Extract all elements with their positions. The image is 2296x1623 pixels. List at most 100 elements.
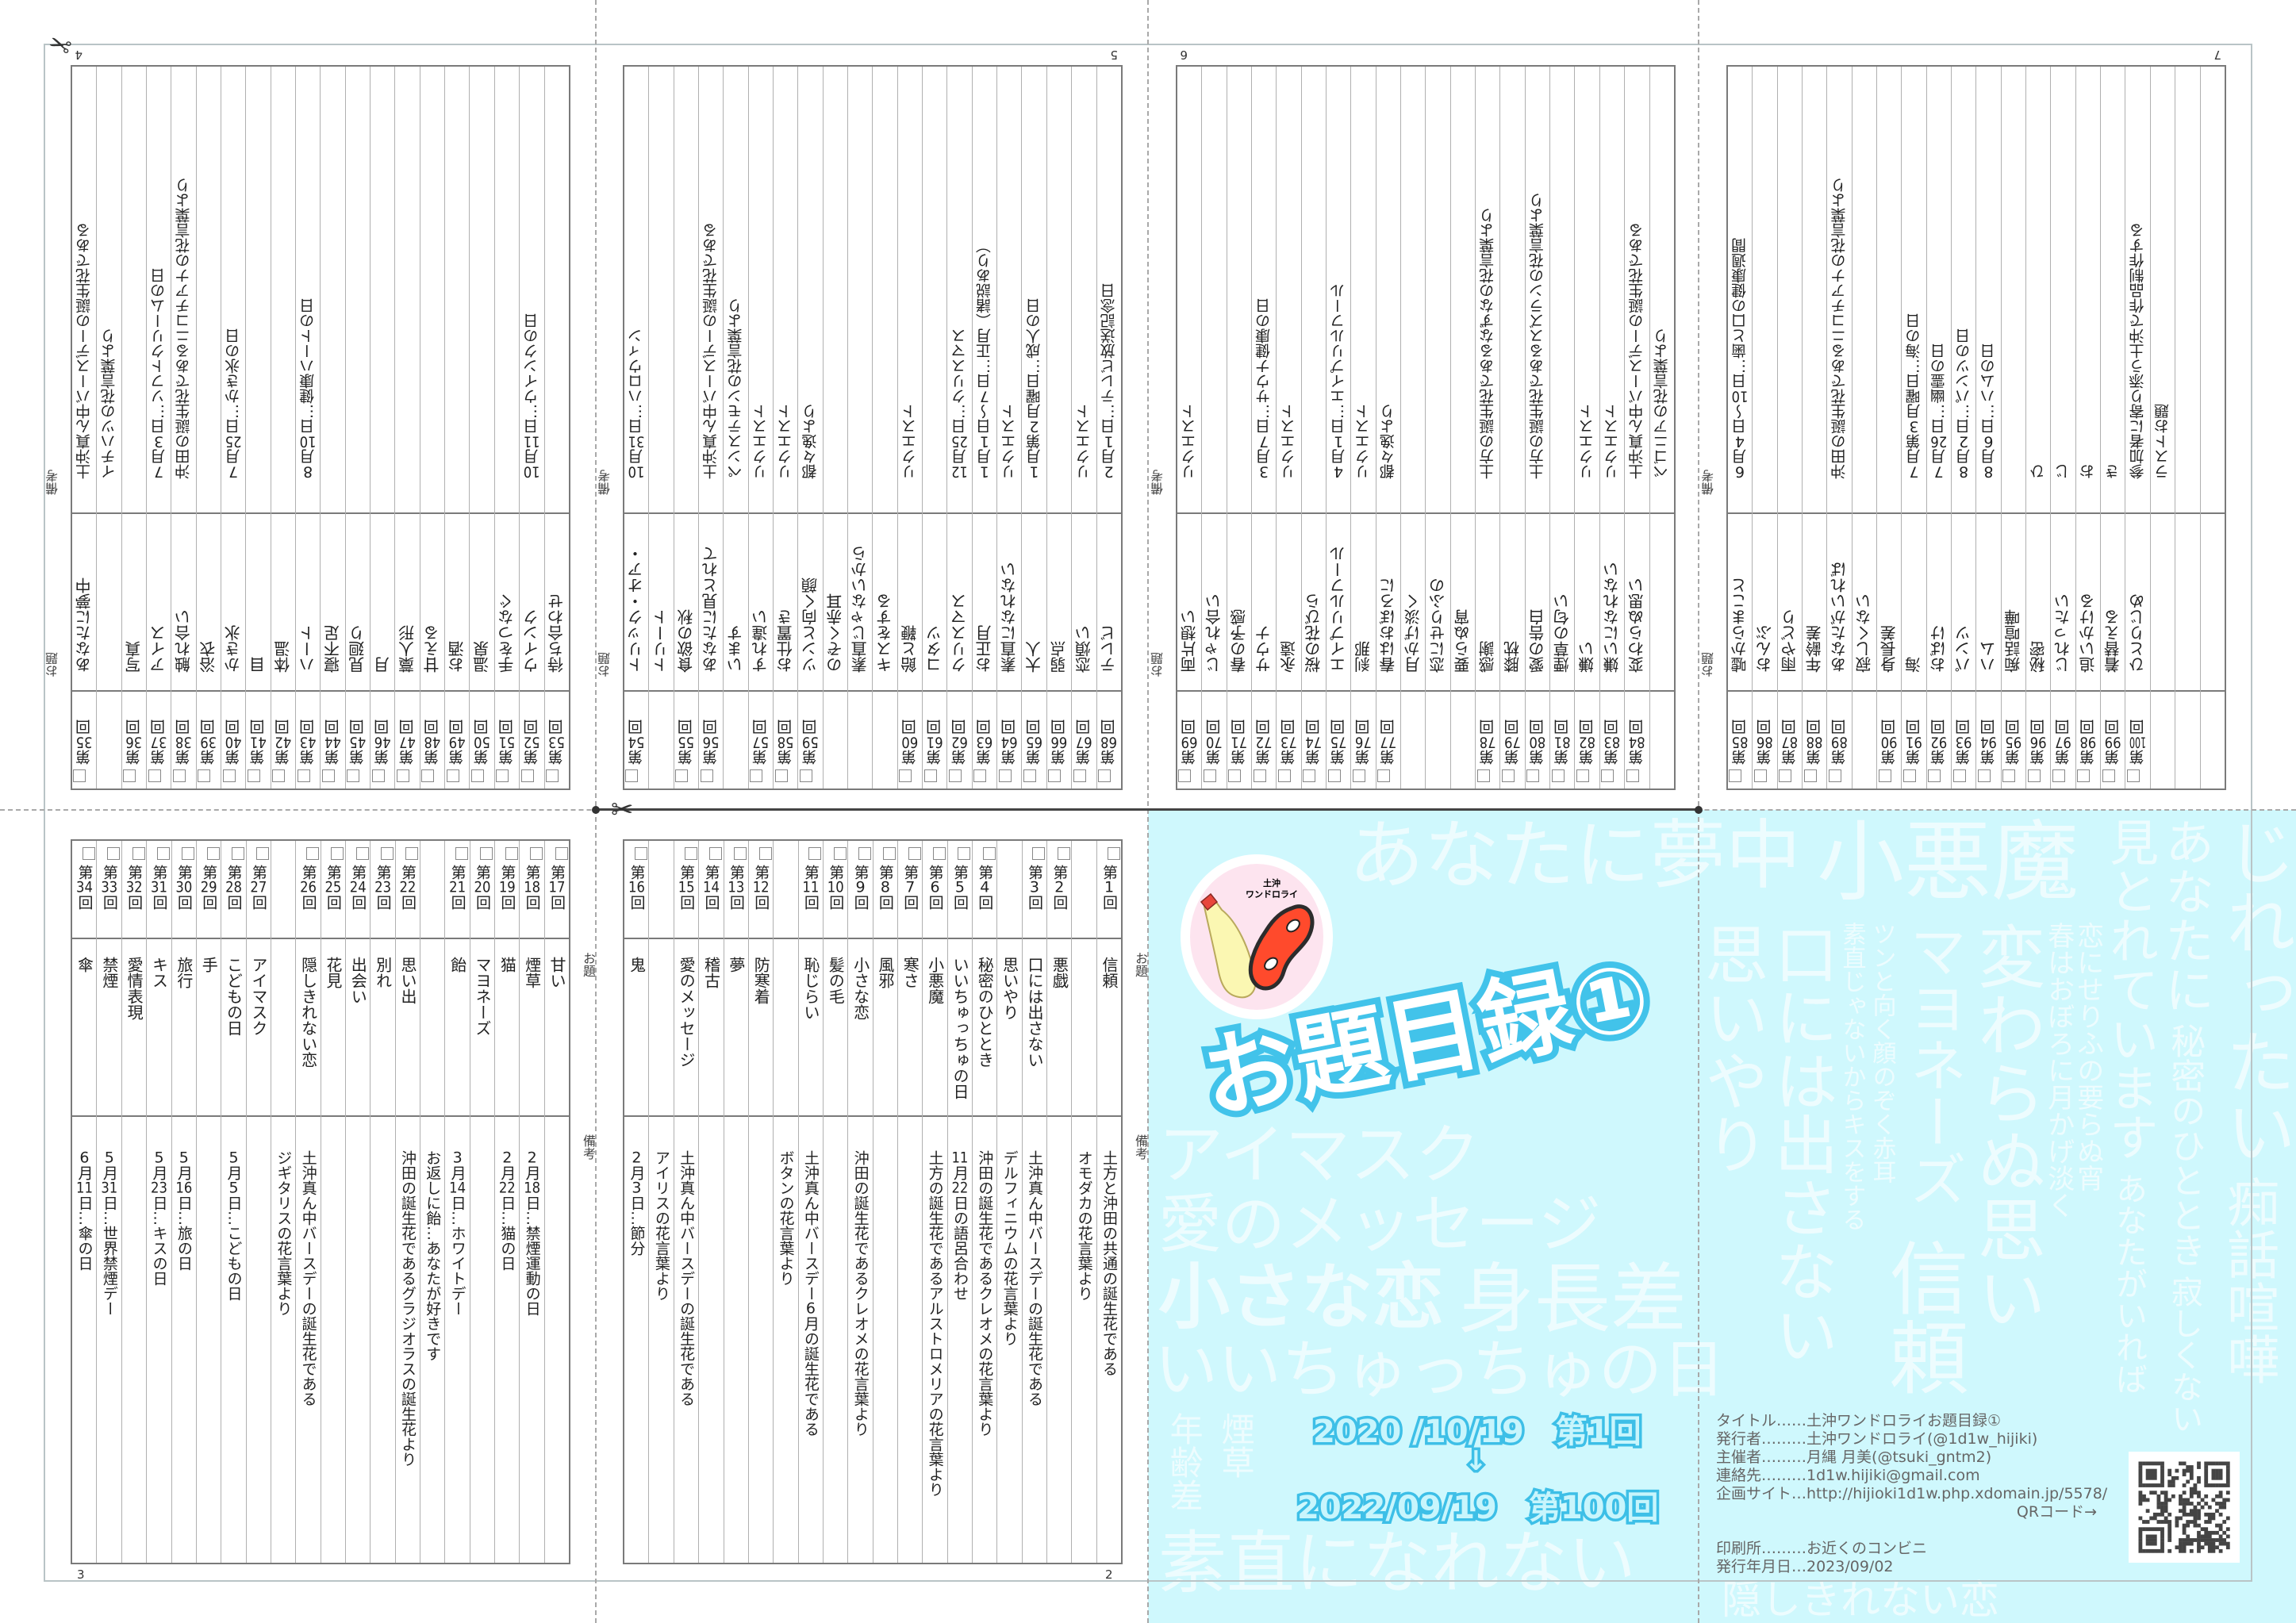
checkbox[interactable] xyxy=(1098,769,1112,782)
checkbox[interactable] xyxy=(82,847,95,860)
checkbox[interactable] xyxy=(306,847,320,860)
checkbox[interactable] xyxy=(2002,769,2016,782)
checkbox[interactable] xyxy=(700,769,713,782)
checkbox[interactable] xyxy=(1576,769,1589,782)
checkbox[interactable] xyxy=(758,847,772,860)
checkbox[interactable] xyxy=(546,769,559,782)
checkbox[interactable] xyxy=(1753,769,1767,782)
checkbox[interactable] xyxy=(973,769,987,782)
checkbox[interactable] xyxy=(232,847,245,860)
checkbox[interactable] xyxy=(182,847,195,860)
checkbox[interactable] xyxy=(480,847,493,860)
checkbox[interactable] xyxy=(1878,769,1891,782)
checkbox[interactable] xyxy=(1952,769,1966,782)
checkbox[interactable] xyxy=(1048,769,1062,782)
checkbox[interactable] xyxy=(1476,769,1490,782)
checkbox[interactable] xyxy=(347,769,360,782)
checkbox[interactable] xyxy=(247,769,260,782)
checkbox[interactable] xyxy=(222,769,236,782)
checkbox[interactable] xyxy=(446,769,459,782)
checkbox[interactable] xyxy=(982,847,996,860)
checkbox[interactable] xyxy=(455,847,469,860)
checkbox[interactable] xyxy=(1352,769,1365,782)
checkbox[interactable] xyxy=(381,847,394,860)
checkbox[interactable] xyxy=(1228,769,1242,782)
checkbox[interactable] xyxy=(132,847,145,860)
checkbox[interactable] xyxy=(256,847,270,860)
checkbox[interactable] xyxy=(858,847,872,860)
checkbox[interactable] xyxy=(297,769,310,782)
checkbox[interactable] xyxy=(1626,769,1639,782)
checkbox[interactable] xyxy=(172,769,186,782)
checkbox[interactable] xyxy=(958,847,971,860)
checkbox[interactable] xyxy=(1032,847,1046,860)
checkbox[interactable] xyxy=(1277,769,1291,782)
checkbox[interactable] xyxy=(1178,769,1192,782)
checkbox[interactable] xyxy=(272,769,286,782)
checkbox[interactable] xyxy=(1501,769,1515,782)
checkbox[interactable] xyxy=(833,847,847,860)
checkbox[interactable] xyxy=(1107,847,1120,860)
checkbox[interactable] xyxy=(634,847,647,860)
checkbox[interactable] xyxy=(808,847,822,860)
checkbox[interactable] xyxy=(530,847,543,860)
checkbox[interactable] xyxy=(1729,769,1742,782)
checkbox[interactable] xyxy=(2102,769,2115,782)
checkbox[interactable] xyxy=(555,847,568,860)
checkbox[interactable] xyxy=(355,847,369,860)
checkbox[interactable] xyxy=(799,769,812,782)
checkbox[interactable] xyxy=(1902,769,1916,782)
checkbox[interactable] xyxy=(520,769,534,782)
checkbox[interactable] xyxy=(1551,769,1565,782)
checkbox[interactable] xyxy=(998,769,1012,782)
checkbox[interactable] xyxy=(2077,769,2091,782)
checkbox[interactable] xyxy=(625,769,639,782)
checkbox[interactable] xyxy=(2027,769,2041,782)
checkbox[interactable] xyxy=(157,847,170,860)
checkbox[interactable] xyxy=(371,769,385,782)
checkbox[interactable] xyxy=(471,769,484,782)
checkbox[interactable] xyxy=(73,769,86,782)
checkbox[interactable] xyxy=(1073,769,1086,782)
checkbox[interactable] xyxy=(1203,769,1216,782)
checkbox[interactable] xyxy=(1327,769,1341,782)
checkbox[interactable] xyxy=(1303,769,1316,782)
checkbox[interactable] xyxy=(684,847,697,860)
checkbox[interactable] xyxy=(1526,769,1540,782)
checkbox[interactable] xyxy=(405,847,419,860)
checkbox[interactable] xyxy=(1601,769,1614,782)
checkbox[interactable] xyxy=(421,769,435,782)
checkbox[interactable] xyxy=(2127,769,2140,782)
checkbox[interactable] xyxy=(908,847,921,860)
checkbox[interactable] xyxy=(198,769,211,782)
checkbox[interactable] xyxy=(496,769,509,782)
checkbox[interactable] xyxy=(1928,769,1941,782)
checkbox[interactable] xyxy=(206,847,220,860)
checkbox[interactable] xyxy=(123,769,136,782)
checkbox[interactable] xyxy=(1779,769,1792,782)
checkbox[interactable] xyxy=(774,769,788,782)
checkbox[interactable] xyxy=(1057,847,1070,860)
checkbox[interactable] xyxy=(734,847,747,860)
checkbox[interactable] xyxy=(933,847,946,860)
checkbox[interactable] xyxy=(505,847,518,860)
checkbox[interactable] xyxy=(148,769,161,782)
checkbox[interactable] xyxy=(948,769,962,782)
checkbox[interactable] xyxy=(1023,769,1036,782)
checkbox[interactable] xyxy=(923,769,937,782)
checkbox[interactable] xyxy=(1253,769,1266,782)
checkbox[interactable] xyxy=(883,847,897,860)
qr-code[interactable] xyxy=(2129,1452,2240,1563)
checkbox[interactable] xyxy=(331,847,344,860)
checkbox[interactable] xyxy=(750,769,763,782)
checkbox[interactable] xyxy=(675,769,689,782)
checkbox[interactable] xyxy=(321,769,335,782)
checkbox[interactable] xyxy=(107,847,121,860)
checkbox[interactable] xyxy=(709,847,722,860)
checkbox[interactable] xyxy=(1803,769,1817,782)
checkbox[interactable] xyxy=(2052,769,2065,782)
checkbox[interactable] xyxy=(1977,769,1991,782)
checkbox[interactable] xyxy=(396,769,409,782)
checkbox[interactable] xyxy=(1377,769,1391,782)
checkbox[interactable] xyxy=(899,769,912,782)
